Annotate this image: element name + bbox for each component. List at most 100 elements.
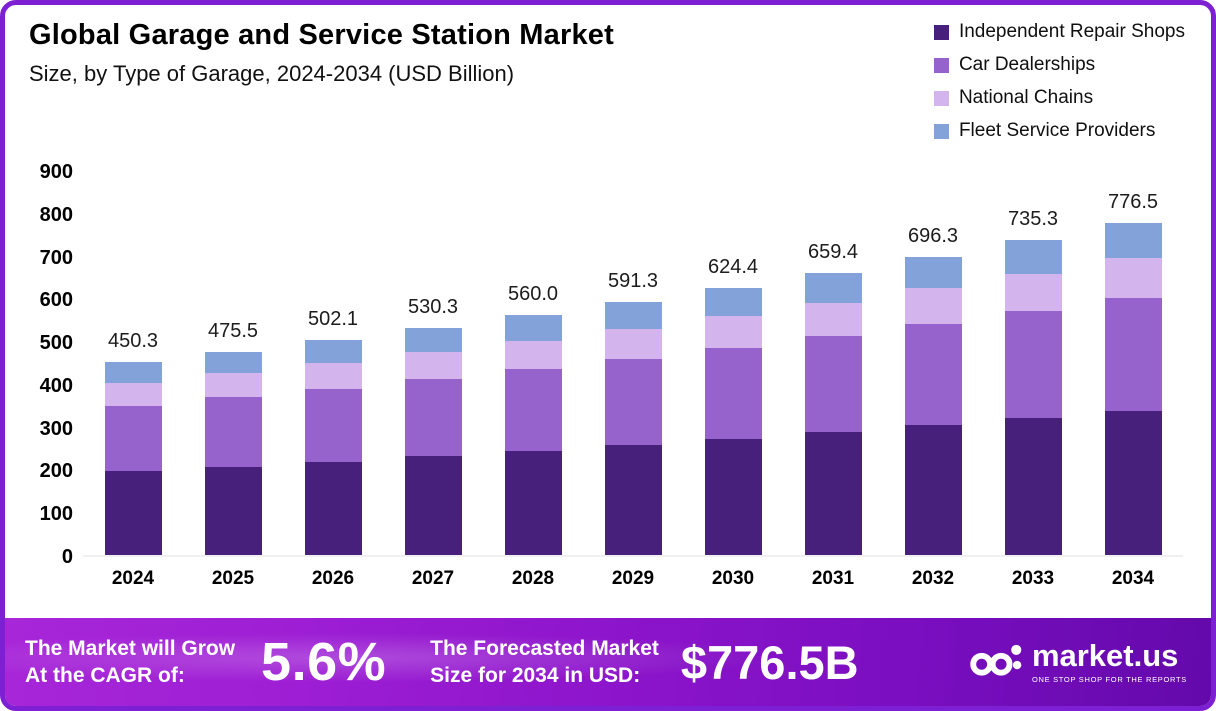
x-axis-label: 2025 [211, 568, 255, 589]
y-axis-label: 700 [39, 246, 73, 269]
title-block: Global Garage and Service Station Market… [29, 19, 614, 87]
y-axis-label: 900 [39, 161, 73, 183]
bar-segment-fleet-service-providers [404, 328, 462, 352]
bar-total-label: 591.3 [607, 270, 659, 293]
bar-segment-car-dealerships [1004, 311, 1062, 419]
bar-segment-fleet-service-providers [304, 340, 362, 363]
x-axis-label: 2034 [1111, 568, 1155, 589]
bar-column: 530.3 2027 [383, 172, 483, 589]
bar-segment-independent-repair-shops [404, 456, 462, 555]
bar-column: 560.0 2028 [483, 172, 583, 589]
bar-segment-national-chains [804, 302, 862, 337]
x-axis-label: 2029 [611, 568, 655, 589]
bar-segment-national-chains [1104, 257, 1162, 298]
bar-segment-national-chains [404, 351, 462, 380]
y-axis-label: 0 [61, 546, 73, 568]
bar-segment-national-chains [104, 382, 162, 406]
bar-column: 475.5 2025 [183, 172, 283, 589]
bar-segment-car-dealerships [804, 336, 862, 433]
x-axis-label: 2027 [411, 568, 455, 589]
bar-total-label: 735.3 [1007, 208, 1059, 231]
y-axis-label: 800 [39, 203, 73, 226]
bar-segment-independent-repair-shops [104, 471, 162, 555]
bar-segment-independent-repair-shops [1104, 410, 1162, 555]
bar-stack [904, 257, 962, 555]
bar-segment-independent-repair-shops [504, 450, 562, 555]
bar-column: 696.3 2032 [883, 172, 983, 589]
bar-stack [804, 272, 862, 555]
legend: Independent Repair Shops Car Dealerships N… [933, 19, 1185, 142]
bar-column: 776.5 2034 [1083, 172, 1183, 589]
brand-name: market.us [1031, 638, 1179, 673]
bar-segment-independent-repair-shops [304, 461, 362, 555]
brand-text: market.us ONE STOP SHOP FOR THE REPORTS [1032, 640, 1187, 684]
bar-segment-national-chains [1004, 273, 1062, 312]
bar-segment-car-dealerships [204, 397, 262, 467]
page-subtitle: Size, by Type of Garage, 2024-2034 (USD … [29, 61, 515, 86]
x-axis-label: 2026 [311, 568, 355, 589]
bar-column: 450.3 2024 [83, 172, 183, 589]
bar-segment-national-chains [704, 315, 762, 349]
bar-segment-fleet-service-providers [1004, 240, 1062, 274]
cagr-label-line2: At the CAGR of: [25, 664, 185, 687]
y-axis-label: 600 [39, 289, 73, 312]
bar-stack [204, 351, 262, 555]
bar-segment-car-dealerships [1104, 297, 1162, 411]
bar-segment-independent-repair-shops [204, 466, 262, 555]
x-axis-label: 2024 [111, 568, 155, 589]
x-axis-label: 2031 [811, 568, 855, 589]
legend-swatch [933, 123, 949, 139]
x-axis-label: 2033 [1011, 568, 1055, 589]
legend-item: Fleet Service Providers [933, 120, 1185, 142]
bar-segment-fleet-service-providers [504, 315, 562, 341]
bar-total-label: 475.5 [207, 319, 259, 342]
x-axis-label: 2032 [911, 568, 955, 589]
bar-stack [604, 302, 662, 555]
bar-total-label: 696.3 [907, 225, 959, 248]
bar-column: 735.3 2033 [983, 172, 1083, 589]
bar-total-label: 659.4 [807, 240, 859, 263]
bar-segment-fleet-service-providers [1104, 222, 1162, 258]
legend-item: Car Dealerships [933, 54, 1185, 76]
y-axis: 0 100 200 300 400 500 600 700 800 900 [21, 161, 83, 568]
page-title: Global Garage and Service Station Market [29, 19, 614, 51]
bar-segment-fleet-service-providers [604, 302, 662, 329]
bar-segment-fleet-service-providers [904, 257, 962, 289]
bar-segment-car-dealerships [104, 405, 162, 472]
x-axis-label: 2030 [711, 568, 755, 589]
bar-segment-independent-repair-shops [1004, 418, 1062, 555]
bar-segment-car-dealerships [604, 359, 662, 445]
bar-column: 502.1 2026 [283, 172, 383, 589]
bar-segment-car-dealerships [704, 348, 762, 439]
bar-segment-national-chains [904, 288, 962, 325]
legend-item: Independent Repair Shops [933, 21, 1185, 43]
y-axis-label: 300 [39, 417, 73, 440]
legend-label: National Chains [958, 87, 1094, 108]
bar-segment-car-dealerships [304, 388, 362, 462]
x-axis-label: 2028 [511, 568, 555, 589]
bar-segment-national-chains [504, 340, 562, 370]
cagr-label: The Market will Grow At the CAGR of: [25, 635, 235, 690]
brand-block: market.us ONE STOP SHOP FOR THE REPORTS [969, 639, 1187, 686]
bar-segment-car-dealerships [904, 324, 962, 426]
legend-label: Fleet Service Providers [958, 120, 1156, 141]
bar-total-label: 502.1 [307, 308, 359, 331]
bar-total-label: 530.3 [407, 296, 459, 319]
bar-column: 659.4 2031 [783, 172, 883, 589]
bar-stack [1004, 240, 1062, 555]
forecast-label-line1: The Forecasted Market [430, 636, 659, 660]
y-axis-label: 100 [39, 503, 73, 526]
legend-label: Car Dealerships [958, 54, 1096, 75]
forecast-value: $776.5B [680, 635, 859, 689]
marketus-logo-icon [969, 639, 1023, 686]
bar-segment-independent-repair-shops [904, 425, 962, 555]
bar-segment-fleet-service-providers [704, 287, 762, 316]
bar-stack [104, 362, 162, 555]
bar-column: 591.3 2029 [583, 172, 683, 589]
bar-total-label: 624.4 [707, 255, 759, 278]
brand-tagline: ONE STOP SHOP FOR THE REPORTS [1031, 675, 1187, 684]
bar-segment-car-dealerships [504, 369, 562, 451]
bar-total-label: 776.5 [1107, 190, 1159, 213]
bar-segment-car-dealerships [404, 379, 462, 457]
